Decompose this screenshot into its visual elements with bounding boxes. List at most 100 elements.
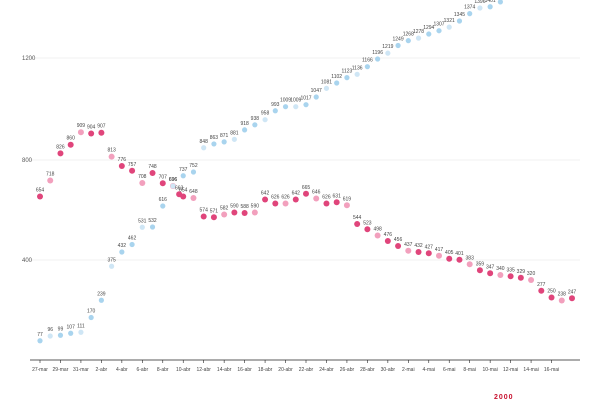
data-label: 1081 — [321, 79, 332, 85]
data-point — [436, 28, 442, 34]
data-point — [98, 129, 105, 136]
data-label: 96 — [47, 327, 53, 333]
data-label: 654 — [179, 188, 188, 194]
data-point — [333, 199, 340, 206]
data-point — [231, 136, 237, 142]
x-tick-label: 27-mar — [32, 367, 48, 373]
y-tick-label: 800 — [22, 158, 33, 164]
data-label: 340 — [496, 266, 505, 272]
data-point — [149, 170, 156, 176]
data-point — [497, 0, 503, 5]
data-label: 708 — [138, 174, 147, 180]
data-point — [272, 200, 279, 207]
data-label: 250 — [547, 289, 556, 295]
data-label: 417 — [435, 247, 444, 253]
data-point — [374, 232, 381, 239]
data-label: 239 — [97, 291, 106, 297]
data-point — [272, 108, 278, 114]
data-label: 863 — [210, 135, 219, 141]
data-point — [211, 141, 217, 147]
data-label: 277 — [537, 282, 546, 288]
data-label: 1009 — [290, 98, 301, 104]
data-point — [415, 249, 422, 255]
data-point — [78, 329, 84, 335]
data-point — [251, 209, 258, 216]
data-label: 616 — [159, 197, 168, 203]
data-label: 462 — [128, 236, 137, 242]
data-label: 648 — [189, 189, 198, 195]
y-axis-ticks: 400 800 1200 — [22, 56, 36, 264]
data-point — [221, 139, 227, 145]
data-label: 737 — [179, 167, 188, 173]
data-label: 476 — [384, 232, 393, 238]
data-label: 590 — [251, 204, 260, 210]
data-label: 718 — [46, 172, 55, 178]
data-label: 383 — [466, 255, 475, 261]
data-point — [170, 183, 176, 189]
data-point — [37, 193, 43, 200]
data-label: 646 — [312, 190, 321, 196]
data-point — [180, 173, 186, 179]
data-point — [303, 190, 309, 197]
data-label: 826 — [56, 144, 65, 150]
data-point — [241, 210, 248, 216]
x-tick-label: 16-abr — [237, 367, 252, 373]
data-label: 918 — [240, 121, 249, 127]
data-label: 1166 — [362, 58, 373, 64]
data-point — [364, 64, 370, 70]
data-label: 958 — [261, 111, 270, 117]
data-label: 665 — [302, 185, 311, 191]
data-label: 329 — [517, 269, 526, 275]
x-tick-label: 20-abr — [278, 367, 293, 373]
data-label: 752 — [189, 163, 198, 169]
logo: 2000 — [494, 394, 513, 400]
data-label: 111 — [77, 323, 85, 329]
data-label: 1278 — [413, 29, 424, 35]
data-label: 631 — [333, 193, 342, 199]
data-label: 776 — [118, 157, 127, 163]
data-point — [354, 71, 360, 77]
data-label: 588 — [240, 204, 249, 210]
data-point — [149, 224, 156, 230]
data-label: 993 — [271, 102, 280, 108]
data-point — [129, 241, 135, 248]
x-tick-label: 10-abr — [176, 367, 191, 373]
data-point — [487, 270, 494, 277]
x-tick-label: 2-mai — [402, 367, 415, 373]
data-label: 904 — [87, 124, 96, 130]
data-label: 1401 — [485, 0, 496, 4]
data-point — [139, 180, 146, 186]
data-point — [466, 261, 473, 268]
data-point — [476, 267, 483, 274]
data-label: 359 — [476, 261, 485, 267]
data-point — [77, 129, 84, 136]
data-label: 427 — [425, 244, 434, 250]
data-label: 642 — [292, 191, 301, 197]
data-point — [119, 249, 125, 255]
data-point — [67, 141, 74, 148]
x-tick-label: 8-abr — [157, 367, 169, 373]
data-point — [98, 297, 104, 303]
data-label: 654 — [36, 188, 45, 194]
data-point — [282, 200, 289, 207]
data-point — [190, 169, 197, 175]
data-label: 1017 — [300, 96, 311, 102]
data-point — [343, 202, 350, 209]
data-label: 748 — [148, 164, 157, 170]
data-point — [456, 18, 463, 24]
data-label: 907 — [97, 124, 106, 130]
data-label: 1196 — [372, 50, 383, 56]
data-point — [129, 167, 136, 174]
data-point — [221, 211, 228, 218]
data-label: 574 — [200, 208, 209, 214]
data-label: 405 — [445, 250, 454, 256]
data-point — [384, 238, 391, 244]
data-point — [242, 127, 248, 133]
data-label: 456 — [394, 237, 403, 243]
data-point — [313, 195, 320, 202]
x-tick-label: 2-abr — [96, 367, 108, 373]
